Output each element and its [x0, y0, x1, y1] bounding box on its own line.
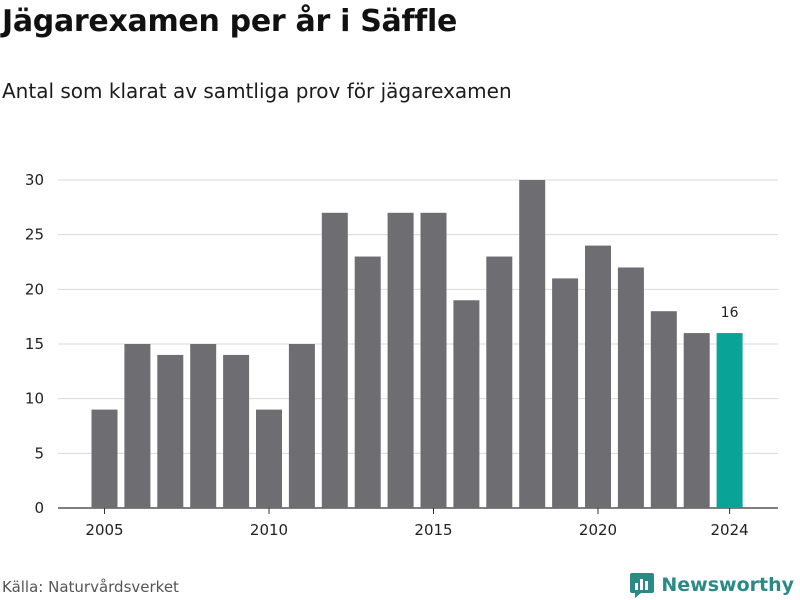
data-label-2024: 16: [721, 305, 739, 321]
bar-2023: [683, 333, 710, 508]
x-tick-label-2005: 2005: [85, 521, 123, 539]
bar-2017: [486, 256, 513, 508]
x-tick-label-2024: 2024: [711, 521, 749, 539]
chart-title: Jägarexamen per år i Säffle: [2, 4, 458, 39]
data-labels: 16: [721, 305, 739, 321]
y-tick-label-30: 30: [25, 171, 44, 189]
bar-2019: [552, 278, 579, 508]
bar-2009: [223, 354, 250, 508]
bar-2021: [617, 267, 644, 508]
x-axis-ticks: 2005 2010 2015 2020 2024: [85, 508, 749, 539]
y-tick-label-5: 5: [34, 444, 44, 462]
x-tick-label-2015: 2015: [414, 521, 452, 539]
bar-2015: [420, 212, 447, 509]
bar-2020: [585, 245, 611, 508]
bar-2007: [157, 354, 184, 508]
bar-2008: [190, 344, 217, 508]
bar-2011: [288, 344, 315, 508]
y-tick-label-15: 15: [25, 335, 44, 353]
x-tick-label-2010: 2010: [250, 521, 288, 539]
y-tick-label-25: 25: [25, 226, 44, 244]
source-note: Källa: Naturvårdsverket: [2, 578, 179, 596]
bar-2010: [256, 409, 282, 508]
bar-2014: [387, 212, 414, 509]
bar-2016: [453, 300, 480, 508]
y-axis-ticks: 0 5 10 15 20 25 30: [25, 171, 44, 517]
brand-name: Newsworthy: [661, 574, 794, 596]
bar-2013: [354, 256, 381, 508]
bar-2024: [716, 333, 743, 508]
bar-2018: [519, 180, 546, 508]
bar-chart: 0 5 10 15 20 25 30 2005 2010 2015 2020 2024 16: [25, 171, 778, 539]
chart-subtitle: Antal som klarat av samtliga prov för jä…: [2, 79, 512, 103]
bar-2005: [91, 409, 118, 508]
bar-2006: [124, 344, 151, 508]
y-tick-label-20: 20: [25, 280, 44, 298]
x-tick-label-2020: 2020: [579, 521, 617, 539]
y-tick-label-10: 10: [25, 390, 44, 408]
newsworthy-logo-icon: [630, 573, 655, 598]
bar-2022: [650, 311, 677, 508]
brand-logo: Newsworthy: [629, 570, 794, 600]
bars: [91, 180, 743, 509]
bar-2012: [321, 212, 348, 509]
y-tick-label-0: 0: [34, 499, 44, 517]
